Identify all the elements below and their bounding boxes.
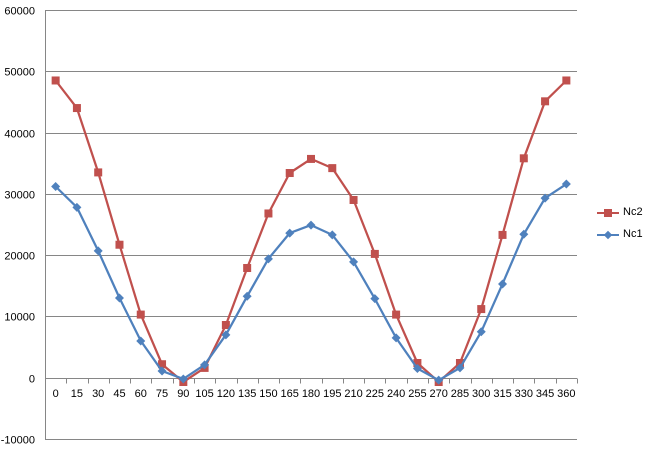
x-tick-label: 15 — [71, 388, 83, 400]
data-point — [455, 359, 464, 368]
y-tick-label: 10000 — [4, 312, 35, 324]
data-point — [519, 154, 528, 163]
data-point — [242, 291, 252, 301]
data-point — [562, 76, 571, 85]
x-tick-label: 330 — [515, 388, 533, 400]
y-tick-label: 0 — [29, 374, 35, 386]
x-tick-label: 0 — [53, 388, 59, 400]
data-point — [306, 220, 316, 230]
data-point — [72, 202, 82, 212]
data-point — [263, 254, 273, 264]
x-tick-label: 345 — [536, 388, 554, 400]
x-tick-label: 165 — [281, 388, 299, 400]
data-point — [434, 375, 444, 385]
x-tick-label: 195 — [323, 388, 341, 400]
data-point — [412, 364, 422, 374]
legend-label-nc2: Nc2 — [623, 206, 643, 218]
x-tick-label: 180 — [302, 388, 320, 400]
data-point — [455, 363, 465, 373]
data-point — [476, 327, 486, 337]
x-tick-label: 285 — [451, 388, 469, 400]
data-point — [93, 246, 103, 256]
data-point — [221, 321, 230, 330]
data-point — [264, 209, 273, 218]
data-point — [72, 104, 81, 113]
data-point — [221, 330, 231, 340]
data-point — [349, 257, 359, 267]
y-axis-tick-labels: -10000 0 10000 20000 30000 40000 50000 60000 — [1, 6, 35, 447]
x-axis-tick-labels: 0 15 30 45 60 75 90 105 120 135 150 165 180 195 210 225… — [53, 388, 576, 400]
x-tick-label: 270 — [430, 388, 448, 400]
legend-item-nc1: Nc1 — [597, 228, 647, 242]
y-tick-label: 60000 — [4, 6, 35, 18]
data-point — [498, 230, 507, 239]
legend-diamond-marker-icon — [603, 230, 613, 240]
data-point — [200, 360, 210, 370]
y-tick-label: 30000 — [4, 190, 35, 202]
y-tick-label: 40000 — [4, 129, 35, 141]
data-point — [136, 310, 145, 319]
data-point — [391, 333, 401, 343]
data-point — [158, 360, 167, 369]
legend-label-nc1: Nc1 — [623, 228, 643, 240]
data-point — [540, 193, 550, 203]
data-point — [498, 279, 508, 289]
x-tick-label: 60 — [135, 388, 147, 400]
x-tick-label: 300 — [472, 388, 490, 400]
x-tick-label: 240 — [387, 388, 405, 400]
x-tick-label: 225 — [366, 388, 384, 400]
data-point — [328, 164, 337, 173]
data-point — [94, 168, 103, 177]
x-tick-label: 210 — [344, 388, 362, 400]
data-point — [477, 305, 486, 314]
x-tick-label: 90 — [177, 388, 189, 400]
x-tick-label: 120 — [217, 388, 235, 400]
y-tick-label: 50000 — [4, 67, 35, 79]
data-point — [541, 97, 550, 106]
x-tick-label: 135 — [238, 388, 256, 400]
data-point — [370, 294, 380, 304]
series-group — [51, 76, 571, 387]
data-point — [349, 195, 358, 204]
x-tick-label: 45 — [113, 388, 125, 400]
data-point — [285, 228, 295, 238]
x-axis — [45, 10, 578, 439]
data-point — [51, 182, 61, 192]
y-tick-label: -10000 — [1, 435, 35, 447]
x-tick-label: 105 — [195, 388, 213, 400]
data-point — [51, 76, 60, 85]
data-point — [327, 230, 337, 240]
x-tick-label: 255 — [408, 388, 426, 400]
data-point — [519, 229, 529, 239]
x-tick-label: 150 — [259, 388, 277, 400]
x-tick-label: 75 — [156, 388, 168, 400]
legend-item-nc2: Nc2 — [597, 206, 647, 220]
y-tick-label: 20000 — [4, 251, 35, 263]
data-point — [114, 293, 124, 303]
series-nc2 — [51, 76, 571, 387]
legend-square-marker-icon — [604, 209, 612, 217]
data-point — [178, 374, 188, 384]
series-nc1 — [51, 179, 571, 385]
x-tick-label: 30 — [92, 388, 104, 400]
data-point — [136, 336, 146, 346]
data-point — [115, 240, 124, 249]
data-point — [157, 366, 167, 376]
data-point — [243, 264, 252, 273]
series-line-nc2 — [54, 79, 568, 384]
data-point — [307, 154, 315, 163]
data-point — [370, 249, 379, 258]
x-tick-label: 315 — [493, 388, 511, 400]
data-point — [561, 179, 571, 189]
data-point — [285, 169, 294, 178]
data-point — [392, 310, 401, 319]
data-point — [413, 359, 422, 368]
x-tick-label: 360 — [557, 388, 575, 400]
